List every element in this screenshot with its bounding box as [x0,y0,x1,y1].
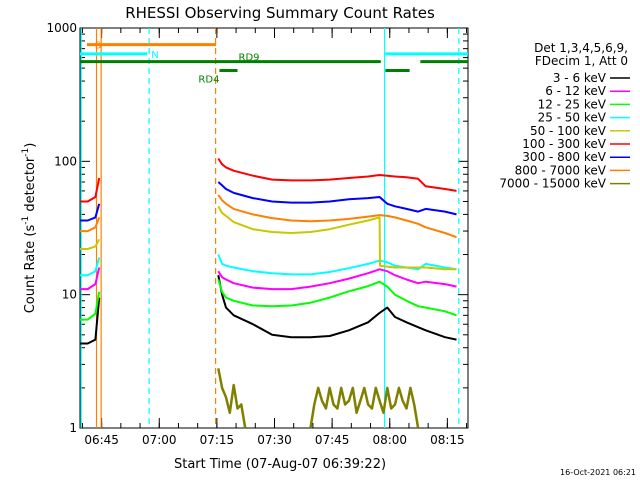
legend-label: 12 - 25 keV [538,97,607,111]
y-axis-label-sup: -1 [21,216,31,225]
series-line [217,368,420,429]
x-tick-label: 06:45 [84,433,119,447]
series-line [80,279,457,321]
flag-label-rd4: RD4 [198,75,219,86]
x-tick-label: 07:30 [257,433,292,447]
legend-header-line-2: FDecim 1, Att 0 [535,54,628,68]
y-tick-label: 1 [69,421,77,435]
x-tick-label: 08:15 [430,433,465,447]
legend-header-line-1: Det 1,3,4,5,6,9, [534,41,628,55]
series-lines [80,157,457,429]
flag-bars: S N RD9 RD4 [80,41,468,86]
y-axis-label-main: Count Rate (s [23,225,38,314]
y-axis-label: Count Rate (s-1 detector-1) [21,143,38,314]
legend-label: 3 - 6 keV [553,71,607,85]
legend-label: 6 - 12 keV [545,84,607,98]
x-tick-label: 07:00 [142,433,177,447]
x-ticks: 06:45 07:00 07:15 07:30 07:45 08:00 08:15 [81,28,468,447]
vertical-markers [80,28,460,428]
flag-label-rd9: RD9 [239,53,260,64]
timestamp: 16-Oct-2021 06:21 [560,468,636,477]
series-line [80,194,457,239]
x-tick-label: 07:15 [200,433,235,447]
y-tick-label: 100 [54,154,77,168]
y-axis-label-end: ) [23,143,38,148]
y-tick-label: 10 [62,288,77,302]
flag-label-n: N [151,50,158,61]
plot-frame [79,27,469,429]
plot-area: 1 10 100 1000 06:45 07:00 07:15 07:30 07:45 08:0… [46,21,469,447]
flag-label-s: S [95,41,101,52]
x-tick-label: 07:45 [315,433,350,447]
series-line [80,267,457,291]
series-line [80,205,457,271]
series-line [80,181,457,222]
legend-label: 50 - 100 keV [530,124,607,138]
series-line [80,254,457,277]
x-tick-label: 08:00 [372,433,407,447]
y-axis-label-sup2: -1 [21,148,31,157]
series-line [80,157,457,203]
y-tick-label: 1000 [46,21,77,35]
y-axis-label-tail: detector [23,156,38,216]
y-ticks: 1 10 100 1000 [46,21,468,435]
legend-label: 300 - 800 keV [522,150,606,164]
legend-label: 100 - 300 keV [522,137,606,151]
series-line [80,275,457,345]
legend-label: 25 - 50 keV [538,111,607,125]
legend-label: 7000 - 15000 keV [499,177,606,191]
x-axis-label: Start Time (07-Aug-07 06:39:22) [174,457,386,472]
chart-title: RHESSI Observing Summary Count Rates [125,4,435,22]
legend-label: 800 - 7000 keV [515,163,607,177]
legend: Det 1,3,4,5,6,9, FDecim 1, Att 0 3 - 6 k… [499,41,630,191]
